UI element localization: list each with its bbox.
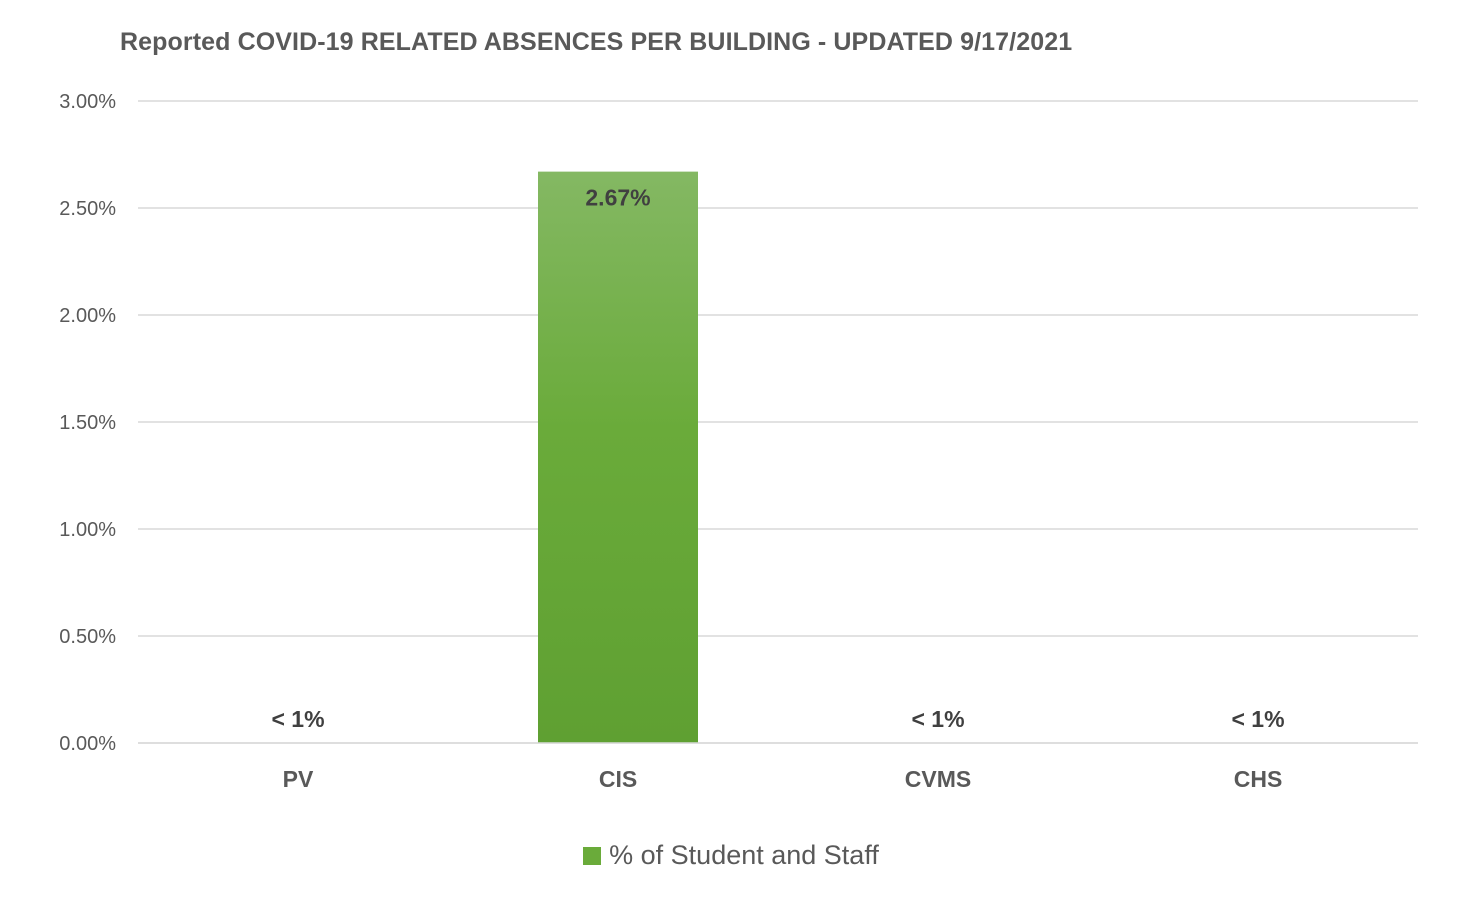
x-tick-label: CIS [599, 766, 637, 792]
y-tick-label: 2.50% [59, 198, 116, 220]
y-tick-label: 2.00% [59, 305, 116, 327]
x-tick-label: CHS [1234, 766, 1283, 792]
y-tick-label: 1.00% [59, 519, 116, 541]
y-tick-label: 0.00% [59, 733, 116, 755]
data-label: 2.67% [585, 185, 650, 211]
x-tick-label: CVMS [905, 766, 971, 792]
data-label: < 1% [271, 706, 324, 732]
data-label: < 1% [911, 706, 964, 732]
data-label: < 1% [1231, 706, 1284, 732]
bar [538, 171, 698, 743]
legend-swatch [583, 846, 602, 865]
y-tick-label: 0.50% [59, 626, 116, 648]
y-tick-label: 3.00% [59, 91, 116, 113]
legend: % of Student and Staff [0, 840, 1462, 871]
legend-item: % of Student and Staff [583, 840, 879, 871]
y-tick-label: 1.50% [59, 412, 116, 434]
x-tick-label: PV [283, 766, 314, 792]
legend-label: % of Student and Staff [609, 840, 879, 870]
chart-title: Reported COVID-19 RELATED ABSENCES PER B… [120, 28, 1073, 56]
